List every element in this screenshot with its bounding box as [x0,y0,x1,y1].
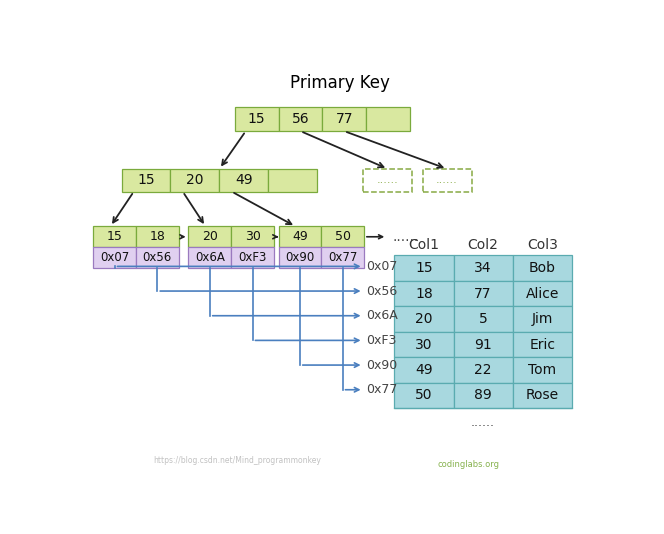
Text: 77: 77 [474,287,492,301]
Bar [268,169,317,192]
Bar [454,332,513,357]
Bar [423,169,471,192]
Text: 0x77: 0x77 [328,251,357,264]
Text: 20: 20 [415,312,433,326]
Text: 49: 49 [415,363,433,377]
Text: 0x90: 0x90 [366,358,397,372]
Bar [513,383,572,408]
Bar [394,307,454,332]
Bar [279,226,321,247]
Text: 0x56: 0x56 [143,251,172,264]
Bar [454,307,513,332]
Text: 91: 91 [474,337,492,351]
Text: 5: 5 [479,312,487,326]
Text: Rose: Rose [526,389,559,403]
Bar [189,226,231,247]
Bar [235,107,279,131]
Text: 0xF3: 0xF3 [366,334,396,347]
Bar [394,357,454,383]
Bar [394,281,454,307]
Text: ......: ...... [377,175,399,185]
Text: 50: 50 [335,230,351,244]
Bar [171,169,219,192]
Text: 15: 15 [415,261,433,275]
Bar [321,247,364,268]
Text: 0xF3: 0xF3 [238,251,267,264]
Text: https://blog.csdn.net/Mind_programmonkey: https://blog.csdn.net/Mind_programmonkey [153,457,321,465]
Bar [454,383,513,408]
Text: 49: 49 [292,230,308,244]
Text: 56: 56 [291,112,309,126]
Bar [454,357,513,383]
Bar [513,307,572,332]
Text: 0x77: 0x77 [366,383,398,396]
Text: Tom: Tom [529,363,556,377]
Bar [93,247,136,268]
Bar [219,169,268,192]
Text: 50: 50 [415,389,433,403]
Bar [231,226,274,247]
Bar [513,255,572,281]
Bar [394,383,454,408]
Bar [279,247,321,268]
Text: 0x56: 0x56 [366,285,397,297]
Bar [454,255,513,281]
Text: 22: 22 [474,363,492,377]
Bar [93,226,136,247]
Text: 77: 77 [335,112,353,126]
Bar [363,169,412,192]
Text: 18: 18 [149,230,165,244]
Text: codinglabs.org: codinglabs.org [438,460,500,469]
Text: 20: 20 [202,230,218,244]
Text: 0x90: 0x90 [286,251,315,264]
Text: Eric: Eric [529,337,555,351]
Bar [122,169,171,192]
Text: 30: 30 [415,337,433,351]
Bar [136,226,179,247]
Text: 15: 15 [107,230,123,244]
Bar [394,332,454,357]
Text: 34: 34 [474,261,492,275]
Text: ......: ...... [436,175,458,185]
Text: 15: 15 [137,173,155,187]
Bar [513,357,572,383]
Text: 0x07: 0x07 [366,260,398,273]
Text: Primary Key: Primary Key [290,74,390,92]
Text: Col1: Col1 [408,238,440,252]
Text: Alice: Alice [526,287,559,301]
Bar [513,281,572,307]
Text: 0x07: 0x07 [100,251,129,264]
Bar [513,332,572,357]
Text: 0x6A: 0x6A [366,309,398,322]
Bar [136,247,179,268]
Text: 15: 15 [248,112,266,126]
Text: 30: 30 [244,230,260,244]
Text: 89: 89 [474,389,492,403]
Text: 0x6A: 0x6A [195,251,225,264]
Bar [189,247,231,268]
Text: 18: 18 [415,287,433,301]
Text: ......: ...... [392,230,418,244]
Bar [322,107,366,131]
Bar [394,255,454,281]
Bar [231,247,274,268]
Text: Col2: Col2 [467,238,499,252]
Bar [321,226,364,247]
Bar [366,107,410,131]
Text: 20: 20 [186,173,204,187]
Text: Col3: Col3 [527,238,558,252]
Text: ......: ...... [471,417,495,429]
Bar [454,281,513,307]
Bar [279,107,322,131]
Text: 49: 49 [235,173,252,187]
Text: Jim: Jim [532,312,553,326]
Text: Bob: Bob [529,261,556,275]
